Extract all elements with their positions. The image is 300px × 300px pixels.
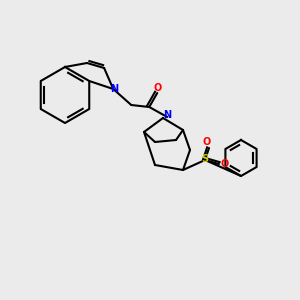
Text: S: S <box>201 154 208 164</box>
Text: O: O <box>203 137 211 147</box>
Text: N: N <box>110 84 118 94</box>
Text: O: O <box>221 159 229 169</box>
Text: O: O <box>153 83 161 93</box>
Text: N: N <box>163 110 171 120</box>
